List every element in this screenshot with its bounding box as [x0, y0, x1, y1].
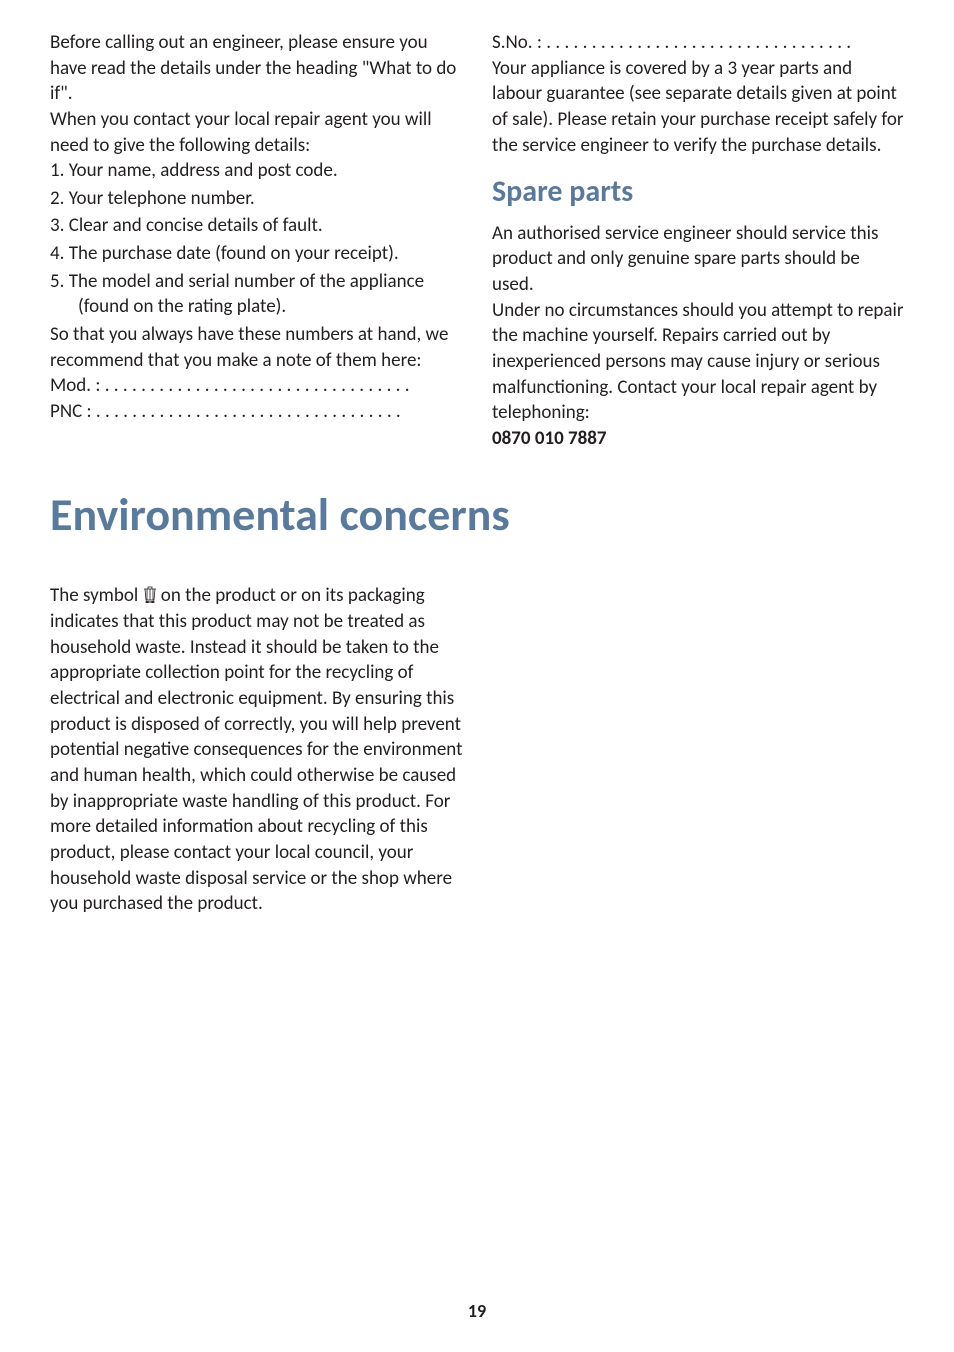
weee-bin-icon — [143, 585, 157, 603]
list-item: 4. The purchase date (found on your rece… — [50, 241, 462, 267]
top-two-column: Before calling out an engineer, please e… — [50, 30, 904, 451]
environmental-heading: Environmental concerns — [50, 487, 904, 543]
mod-field: Mod. : . . . . . . . . . . . . . . . . .… — [50, 373, 462, 399]
pnc-field: PNC : . . . . . . . . . . . . . . . . . … — [50, 399, 462, 425]
environmental-body: The symbol on the product or on its pack… — [50, 583, 477, 916]
list-item: 1. Your name, address and post code. — [50, 158, 462, 184]
spare-paragraph-1: An authorised service engineer should se… — [492, 221, 904, 298]
list-item: 3. Clear and concise details of fault. — [50, 213, 462, 239]
phone-number: 0870 010 7887 — [492, 426, 904, 452]
left-column: Before calling out an engineer, please e… — [50, 30, 462, 451]
sno-field: S.No. : . . . . . . . . . . . . . . . . … — [492, 30, 904, 56]
env-text-before: The symbol — [50, 584, 143, 607]
env-text-after: on the product or on its packaging indic… — [50, 584, 462, 915]
right-column: S.No. : . . . . . . . . . . . . . . . . … — [492, 30, 904, 451]
details-list: 1. Your name, address and post code. 2. … — [50, 158, 462, 320]
page-number: 19 — [0, 1300, 954, 1322]
spare-paragraph-2: Under no circumstances should you attemp… — [492, 298, 904, 426]
list-item: 5. The model and serial number of the ap… — [50, 269, 462, 320]
list-item: 2. Your telephone number. — [50, 186, 462, 212]
guarantee-paragraph: Your appliance is covered by a 3 year pa… — [492, 56, 904, 159]
spare-parts-heading: Spare parts — [492, 172, 904, 213]
intro-paragraph-1: Before calling out an engineer, please e… — [50, 30, 462, 107]
note-paragraph: So that you always have these numbers at… — [50, 322, 462, 373]
intro-paragraph-2: When you contact your local repair agent… — [50, 107, 462, 158]
environmental-paragraph: The symbol on the product or on its pack… — [50, 583, 477, 916]
